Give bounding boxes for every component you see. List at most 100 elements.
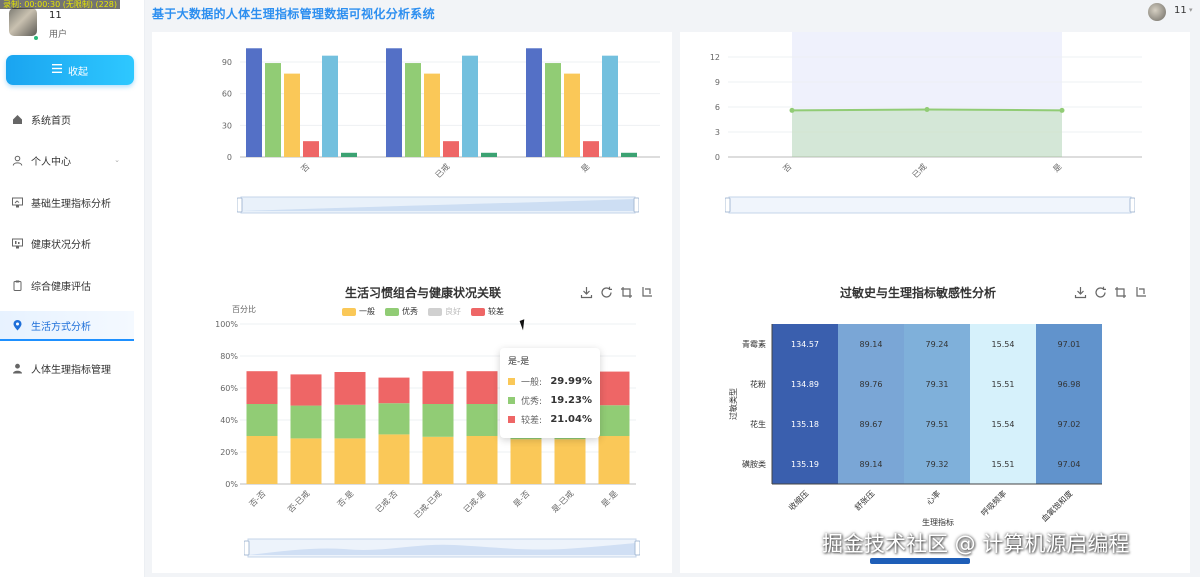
- datazoom-slider[interactable]: [724, 195, 1136, 217]
- bar: [583, 141, 599, 157]
- y-tick-label: 90: [222, 58, 232, 67]
- zoom-reset-icon[interactable]: [640, 286, 653, 299]
- zoom-icon[interactable]: [1114, 286, 1127, 299]
- datazoom-slider[interactable]: [236, 195, 640, 217]
- x-tick-label: 已戒-否: [373, 488, 399, 514]
- bar: [284, 73, 300, 157]
- mark-area: [792, 32, 1062, 157]
- legend-item[interactable]: 一般: [342, 306, 375, 317]
- top-user-name[interactable]: 11: [1174, 5, 1187, 16]
- bar: [424, 73, 440, 157]
- cell-value-label: 89.14: [860, 340, 883, 349]
- x-tick-label: 否-已戒: [285, 488, 311, 514]
- scroll-indicator[interactable]: [870, 558, 970, 564]
- chart-bottom-right: 青霉素 134.57 89.14 79.24 15.54 97.01 花粉 134.89 89.…: [728, 324, 1102, 527]
- x-tick-label: 已戒-已戒: [412, 488, 444, 520]
- download-icon[interactable]: [1074, 286, 1087, 299]
- bar: [564, 73, 580, 157]
- cell-value-label: 89.67: [860, 420, 883, 429]
- x-tick-label: 心率: [924, 488, 942, 506]
- stacked-bar-segment: [598, 436, 630, 484]
- legend-item[interactable]: 良好: [428, 306, 461, 317]
- legend-item[interactable]: 优秀: [385, 306, 418, 317]
- bar: [526, 48, 542, 157]
- cell-value-label: 15.54: [992, 340, 1015, 349]
- recording-badge: 录制: 00:00:30 (无限制) (228): [0, 0, 121, 9]
- tooltip-title: 是-是: [508, 357, 530, 367]
- line-area: [792, 109, 1062, 157]
- x-tick-label: 收缩压: [786, 488, 810, 512]
- user-name: 11: [49, 10, 62, 21]
- legend-label: 较差: [488, 307, 504, 316]
- x-tick-label: 舒张压: [852, 488, 876, 512]
- heatmap-cell: [838, 444, 904, 484]
- sidebar-item-physiology-management[interactable]: 人体生理指标管理: [0, 353, 134, 383]
- x-tick-label: 否: [299, 162, 311, 174]
- collapse-button[interactable]: 收起: [6, 55, 134, 85]
- cell-value-label: 97.02: [1058, 420, 1081, 429]
- sidebar-item-basic-analysis[interactable]: 基础生理指标分析: [0, 187, 134, 217]
- y-tick-label: 磺胺类: [742, 459, 766, 469]
- tooltip-row: 优秀: 19.23%: [508, 391, 592, 410]
- stacked-bar-segment: [378, 377, 410, 404]
- stacked-bar-segment: [422, 371, 454, 404]
- heatmap-cell: [838, 324, 904, 364]
- sidebar-item-label: 生活方式分析: [31, 321, 91, 333]
- y-tick-label: 20%: [220, 448, 238, 457]
- heatmap-cell: [772, 324, 838, 364]
- stacked-bar-segment: [246, 404, 278, 436]
- tooltip-label: 较差:: [521, 416, 543, 426]
- y-tick-label: 100%: [215, 320, 238, 329]
- legend-item[interactable]: 较差: [471, 306, 504, 317]
- cell-value-label: 15.51: [992, 380, 1015, 389]
- chevron-down-icon[interactable]: ▾: [1189, 6, 1193, 14]
- cell-value-label: 89.76: [860, 380, 883, 389]
- zoom-reset-icon[interactable]: [1134, 286, 1147, 299]
- top-avatar[interactable]: [1148, 3, 1166, 21]
- download-icon[interactable]: [580, 286, 593, 299]
- cell-value-label: 15.51: [992, 460, 1015, 469]
- avatar[interactable]: [9, 8, 37, 36]
- bar: [545, 63, 561, 157]
- sidebar-item-health-evaluation[interactable]: 综合健康评估: [0, 270, 134, 300]
- heatmap-cell: [772, 444, 838, 484]
- sidebar-item-label: 健康状况分析: [31, 239, 91, 251]
- bar: [621, 152, 637, 157]
- tooltip-row: 一般: 29.99%: [508, 372, 592, 391]
- chart-toolbox: [1074, 286, 1147, 299]
- chart-title: 过敏史与生理指标敏感性分析: [840, 286, 997, 300]
- heatmap-cell: [904, 404, 970, 444]
- x-tick-label: 否-否: [248, 489, 268, 509]
- heatmap-cell: [838, 364, 904, 404]
- sidebar-item-health-status[interactable]: 健康状况分析: [0, 228, 134, 258]
- heatmap-cell: [970, 324, 1036, 364]
- sidebar-item-home[interactable]: 系统首页: [0, 104, 134, 134]
- stacked-bar-segment: [246, 371, 278, 404]
- x-tick-label: 已戒-是: [461, 488, 487, 514]
- y-tick-label: 青霉素: [742, 339, 766, 349]
- y-tick-label: 40%: [220, 416, 238, 425]
- cell-value-label: 96.98: [1058, 380, 1081, 389]
- refresh-icon[interactable]: [1094, 286, 1107, 299]
- stacked-bar-segment: [510, 439, 542, 484]
- collapse-label: 收起: [68, 66, 88, 78]
- chart-tooltip: 是-是 一般: 29.99% 优秀: 19.23% 较差: 21.04%: [500, 348, 600, 438]
- chart-toolbox: [580, 286, 653, 299]
- cell-value-label: 79.24: [926, 340, 949, 349]
- stacked-bar-segment: [466, 371, 498, 404]
- cell-value-label: 134.89: [791, 380, 819, 389]
- y-axis-title: 百分比: [232, 304, 256, 314]
- bar: [303, 141, 319, 157]
- datazoom-slider[interactable]: [243, 537, 641, 561]
- sidebar-item-lifestyle[interactable]: 生活方式分析: [0, 311, 134, 341]
- refresh-icon[interactable]: [600, 286, 613, 299]
- bar: [322, 55, 338, 157]
- y-tick-label: 12: [710, 53, 720, 62]
- stacked-bar-segment: [466, 404, 498, 436]
- sidebar-item-personal-center[interactable]: 个人中心 ⌄: [0, 145, 134, 175]
- sidebar: 11 用户 收起 系统首页 个人中心 ⌄ 基础生理指标分析 健康状况分析 综合: [0, 0, 145, 577]
- stacked-bar-segment: [598, 371, 630, 406]
- cell-value-label: 135.19: [791, 460, 819, 469]
- heatmap-cell: [970, 364, 1036, 404]
- zoom-icon[interactable]: [620, 286, 633, 299]
